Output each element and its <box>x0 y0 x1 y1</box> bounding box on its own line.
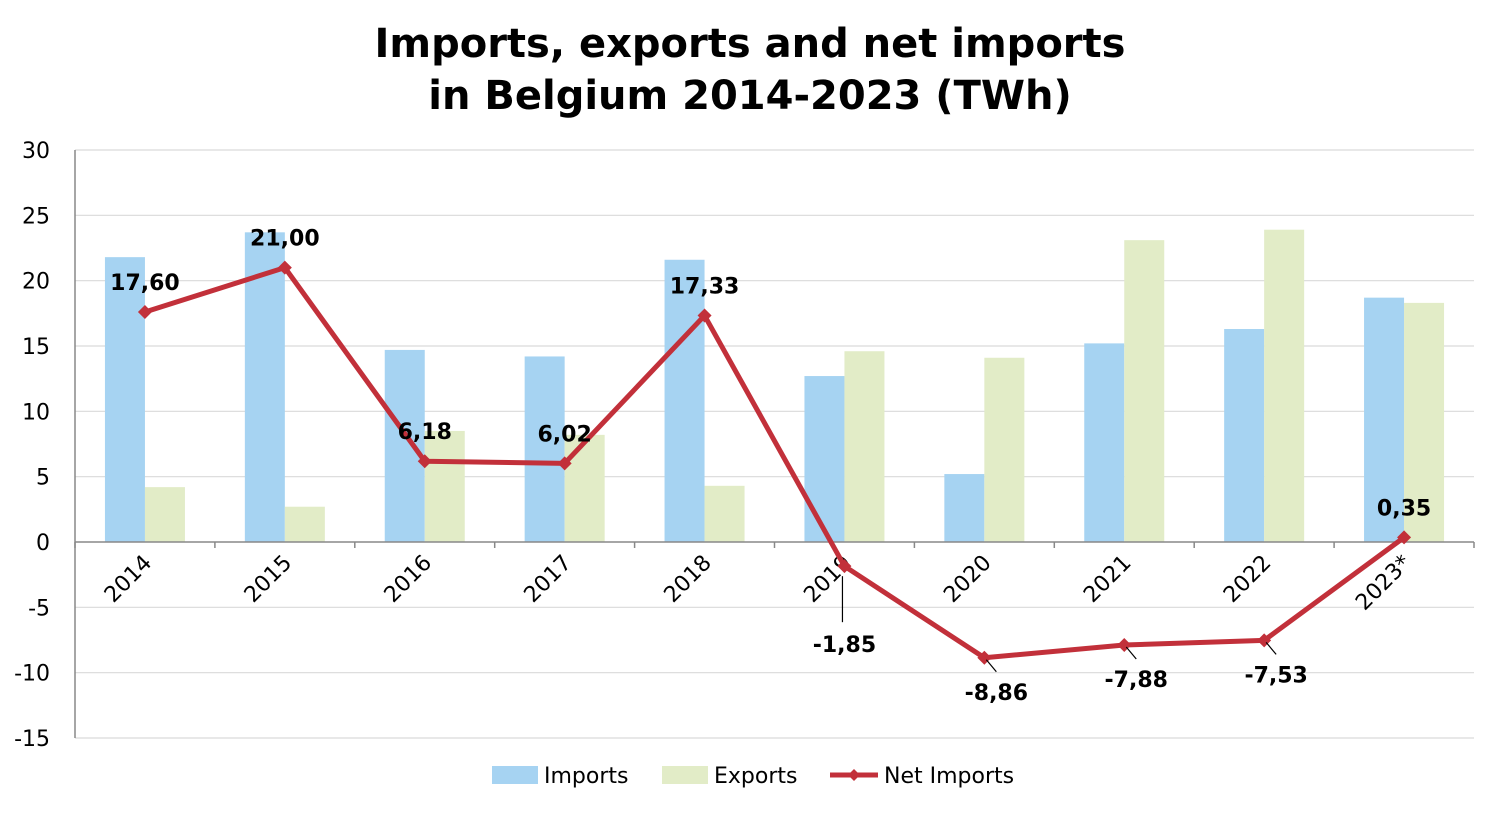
leader-line <box>1265 642 1277 655</box>
exports-bar <box>984 357 1025 542</box>
exports-bar <box>844 351 885 542</box>
exports-bar <box>1264 229 1305 542</box>
x-tick-label: 2020 <box>939 551 996 608</box>
legend: Imports Exports Net Imports <box>492 764 1014 789</box>
exports-bar <box>1124 240 1165 542</box>
net-imports-data-label: 21,00 <box>250 227 320 252</box>
net-imports-marker <box>417 454 432 469</box>
net-imports-data-label: 17,33 <box>670 275 740 300</box>
x-tick-label: 2017 <box>520 551 577 608</box>
exports-bar <box>424 430 465 542</box>
net-imports-data-label: -7,53 <box>1244 663 1307 688</box>
y-tick-label: 5 <box>36 466 50 491</box>
x-tick-label: 2022 <box>1219 551 1276 608</box>
net-imports-marker <box>837 559 852 574</box>
net-imports-marker <box>137 305 152 320</box>
exports-bar <box>1404 302 1445 542</box>
x-tick-label: 2016 <box>380 551 437 608</box>
imports-bar <box>1364 297 1405 542</box>
net-imports-data-label: 6,18 <box>398 420 452 445</box>
net-imports-marker <box>277 260 292 275</box>
chart-title: Imports, exports and net imports in Belg… <box>0 18 1500 122</box>
exports-bar <box>564 434 605 542</box>
net-imports-data-label: -1,85 <box>813 633 876 658</box>
imports-bar <box>384 349 425 542</box>
x-tick-label: 2014 <box>100 551 157 608</box>
y-tick-label: -15 <box>14 727 50 752</box>
net-imports-marker <box>557 456 572 471</box>
y-tick-label: -10 <box>14 662 50 687</box>
imports-bar <box>944 474 985 542</box>
y-tick-label: 30 <box>22 139 50 164</box>
net-imports-line-group <box>137 260 1412 665</box>
data-labels: 17,60 21,00 6,18 6,02 17,33 -1,85 -8,86 -7,88 -7… <box>110 227 1431 706</box>
legend-swatch-exports <box>662 766 708 784</box>
y-tick-label: 15 <box>22 335 50 360</box>
bars <box>104 229 1445 542</box>
y-tick-label: -5 <box>28 596 50 621</box>
legend-swatch-imports <box>492 766 538 784</box>
net-imports-data-label: 6,02 <box>538 422 592 447</box>
x-tick-label: 2015 <box>240 551 297 608</box>
exports-bar <box>284 506 325 542</box>
leader-line <box>1125 646 1137 660</box>
legend-marker-net-imports <box>848 769 860 781</box>
imports-bar <box>664 259 705 542</box>
y-tick-label: 10 <box>22 400 50 425</box>
chart-title-line-1: Imports, exports and net imports <box>374 21 1126 67</box>
imports-bar <box>524 356 565 542</box>
x-tick-label: 2019 <box>799 551 856 608</box>
x-tick-label: 2018 <box>660 551 717 608</box>
y-tick-label: 0 <box>36 531 50 556</box>
net-imports-marker <box>1397 530 1412 545</box>
imports-bar <box>104 257 145 542</box>
imports-bar <box>1224 329 1265 542</box>
legend-label-imports: Imports <box>544 764 628 789</box>
net-imports-line <box>144 265 1406 661</box>
legend-label-net-imports: Net Imports <box>884 764 1014 789</box>
imports-bar <box>244 232 285 542</box>
net-imports-data-label: 17,60 <box>110 271 180 296</box>
legend-label-exports: Exports <box>714 764 797 789</box>
y-tick-label: 20 <box>22 270 50 295</box>
net-imports-data-label: -7,88 <box>1105 668 1168 693</box>
net-imports-data-label: -8,86 <box>965 681 1028 706</box>
y-tick-label: 25 <box>22 204 50 229</box>
imports-bar <box>1084 343 1125 542</box>
chart-title-line-2: in Belgium 2014-2023 (TWh) <box>428 73 1072 119</box>
leader-line <box>985 659 997 673</box>
exports-bar <box>704 485 745 542</box>
x-tick-label: 2021 <box>1079 551 1136 608</box>
imports-bar <box>804 376 845 542</box>
x-tick-label: 2023* <box>1351 551 1416 616</box>
net-imports-data-label: 0,35 <box>1377 496 1431 521</box>
net-imports-marker <box>697 308 712 323</box>
exports-bar <box>144 487 185 542</box>
